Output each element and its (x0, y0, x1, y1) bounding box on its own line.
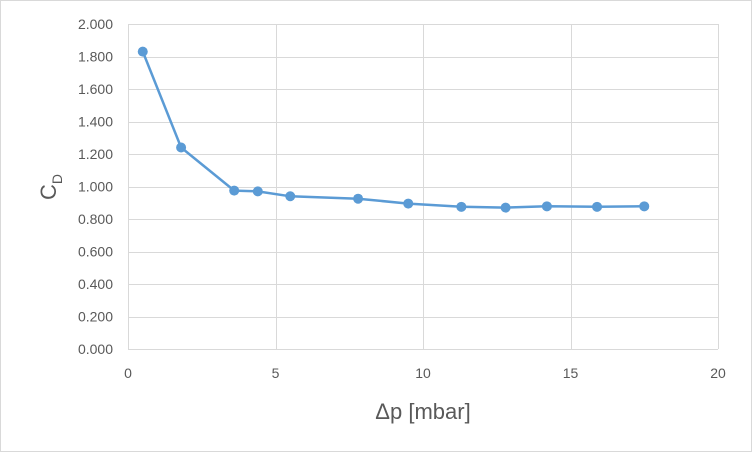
grid (128, 24, 719, 350)
y-tick-label: 2.000 (78, 16, 113, 32)
data-point (541, 201, 552, 212)
y-axis-title-subscript: D (49, 174, 65, 184)
data-point (252, 186, 263, 197)
data-point (353, 193, 364, 204)
series (137, 46, 650, 213)
data-point (592, 201, 603, 212)
y-tick-label: 1.400 (78, 114, 113, 130)
y-axis-title-main: C (36, 184, 61, 200)
series-line (141, 51, 645, 209)
x-axis-title: Δp [mbar] (375, 399, 470, 424)
y-tick-label: 0.600 (78, 244, 113, 260)
y-tick-label: 1.600 (78, 81, 113, 97)
data-point (229, 185, 240, 196)
y-axis-title: CD (36, 174, 65, 200)
y-axis-ticks: 0.000 0.200 0.400 0.600 0.800 1.000 1.200 1.400… (78, 16, 113, 357)
x-tick-label: 20 (710, 365, 726, 381)
x-tick-label: 0 (124, 365, 132, 381)
x-tick-label: 5 (272, 365, 280, 381)
data-point (639, 201, 650, 212)
y-tick-label: 0.800 (78, 211, 113, 227)
data-point (137, 46, 148, 57)
y-tick-label: 1.200 (78, 146, 113, 162)
y-tick-label: 1.000 (78, 179, 113, 195)
x-tick-label: 10 (415, 365, 431, 381)
y-tick-label: 0.200 (78, 309, 113, 325)
y-tick-label: 0.400 (78, 276, 113, 292)
x-tick-label: 15 (563, 365, 579, 381)
data-point (403, 198, 414, 209)
x-axis-ticks: 0 5 10 15 20 (124, 365, 726, 381)
data-point (176, 142, 187, 153)
data-point (456, 201, 467, 212)
data-point (500, 202, 511, 213)
data-point (285, 191, 296, 202)
y-tick-label: 0.000 (78, 341, 113, 357)
y-tick-label: 1.800 (78, 49, 113, 65)
